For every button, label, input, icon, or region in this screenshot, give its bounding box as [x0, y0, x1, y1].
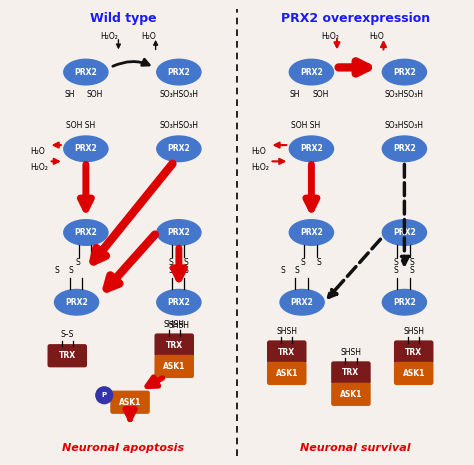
FancyBboxPatch shape: [331, 383, 371, 406]
Text: S: S: [280, 266, 285, 274]
Ellipse shape: [383, 220, 427, 246]
Text: SHSH: SHSH: [164, 320, 185, 329]
Text: Neuronal apoptosis: Neuronal apoptosis: [62, 443, 184, 453]
Ellipse shape: [64, 136, 108, 162]
Text: SO₃HSO₃H: SO₃HSO₃H: [159, 121, 199, 131]
Text: H₂O: H₂O: [141, 33, 156, 41]
FancyBboxPatch shape: [267, 362, 307, 385]
Text: Neuronal survival: Neuronal survival: [300, 443, 411, 453]
Text: PRX2: PRX2: [167, 67, 190, 77]
FancyBboxPatch shape: [267, 340, 307, 364]
Text: S: S: [55, 266, 59, 274]
Text: S: S: [75, 259, 80, 267]
Text: ASK1: ASK1: [119, 398, 141, 407]
Ellipse shape: [55, 289, 99, 315]
Ellipse shape: [280, 289, 324, 315]
Ellipse shape: [157, 59, 201, 85]
Text: PRX2: PRX2: [74, 228, 97, 237]
Text: S: S: [301, 259, 305, 267]
Ellipse shape: [383, 289, 427, 315]
Text: S: S: [183, 259, 188, 267]
Text: SOH: SOH: [87, 90, 103, 100]
Text: PRX2: PRX2: [74, 144, 97, 153]
Text: H₂O₂: H₂O₂: [251, 163, 269, 172]
Text: SOH: SOH: [312, 90, 329, 100]
Text: TRX: TRX: [278, 347, 295, 357]
Text: SO₃HSO₃H: SO₃HSO₃H: [385, 90, 424, 100]
Ellipse shape: [64, 220, 108, 246]
Text: P: P: [102, 392, 107, 398]
Text: S: S: [168, 259, 173, 267]
Text: PRX2: PRX2: [300, 67, 323, 77]
Ellipse shape: [64, 59, 108, 85]
Ellipse shape: [383, 59, 427, 85]
Text: SHSH: SHSH: [403, 327, 424, 336]
FancyBboxPatch shape: [394, 340, 433, 364]
Text: PRX2: PRX2: [291, 298, 313, 307]
Text: S: S: [316, 259, 321, 267]
FancyBboxPatch shape: [110, 391, 150, 414]
Text: PRX2: PRX2: [65, 298, 88, 307]
FancyBboxPatch shape: [331, 361, 371, 385]
Text: SOH SH: SOH SH: [291, 121, 320, 131]
Text: PRX2: PRX2: [167, 144, 190, 153]
Text: SHSH: SHSH: [168, 321, 190, 330]
Text: PRX2: PRX2: [393, 298, 416, 307]
Text: TRX: TRX: [405, 347, 422, 357]
Text: S: S: [409, 266, 414, 274]
Ellipse shape: [289, 59, 334, 85]
Text: ASK1: ASK1: [163, 362, 185, 371]
FancyBboxPatch shape: [155, 355, 194, 378]
Text: PRX2: PRX2: [393, 144, 416, 153]
Text: TRX: TRX: [59, 351, 76, 360]
Text: Wild type: Wild type: [90, 12, 156, 25]
Ellipse shape: [289, 220, 334, 246]
Ellipse shape: [157, 289, 201, 315]
Ellipse shape: [157, 220, 201, 246]
FancyBboxPatch shape: [47, 344, 87, 367]
Text: ASK1: ASK1: [340, 390, 362, 399]
Text: ASK1: ASK1: [275, 369, 298, 378]
Text: S: S: [294, 266, 299, 274]
Text: H₂O₂: H₂O₂: [321, 33, 339, 41]
Text: PRX2: PRX2: [300, 228, 323, 237]
Text: ASK1: ASK1: [402, 369, 425, 378]
Text: H₂O₂: H₂O₂: [30, 163, 48, 172]
Text: H₂O: H₂O: [251, 146, 266, 156]
Text: PRX2: PRX2: [300, 144, 323, 153]
Text: TRX: TRX: [342, 368, 359, 378]
FancyBboxPatch shape: [155, 333, 194, 357]
FancyBboxPatch shape: [394, 362, 433, 385]
Text: S: S: [409, 259, 414, 267]
Text: S: S: [183, 266, 188, 274]
Text: PRX2: PRX2: [74, 67, 97, 77]
Text: S: S: [69, 266, 73, 274]
Text: S: S: [91, 259, 95, 267]
Text: SOH SH: SOH SH: [66, 121, 95, 131]
Text: PRX2 overexpression: PRX2 overexpression: [281, 12, 430, 25]
Text: PRX2: PRX2: [393, 67, 416, 77]
Text: SHSH: SHSH: [340, 348, 362, 357]
Ellipse shape: [289, 136, 334, 162]
Text: SHSH: SHSH: [276, 327, 297, 336]
Text: SO₃HSO₃H: SO₃HSO₃H: [159, 90, 199, 100]
Text: H₂O₂: H₂O₂: [100, 33, 118, 41]
Text: TRX: TRX: [165, 340, 183, 350]
Text: H₂O: H₂O: [30, 146, 45, 156]
Ellipse shape: [157, 136, 201, 162]
Text: S: S: [393, 266, 399, 274]
Text: SH: SH: [64, 90, 75, 100]
Text: SH: SH: [290, 90, 301, 100]
Text: H₂O: H₂O: [369, 33, 384, 41]
Text: PRX2: PRX2: [167, 298, 190, 307]
Ellipse shape: [383, 136, 427, 162]
Circle shape: [96, 387, 113, 404]
Text: PRX2: PRX2: [393, 228, 416, 237]
Text: SO₃HSO₃H: SO₃HSO₃H: [385, 121, 424, 131]
Text: S: S: [393, 259, 399, 267]
Text: PRX2: PRX2: [167, 228, 190, 237]
Text: S: S: [168, 266, 173, 274]
Text: S–S: S–S: [61, 331, 74, 339]
